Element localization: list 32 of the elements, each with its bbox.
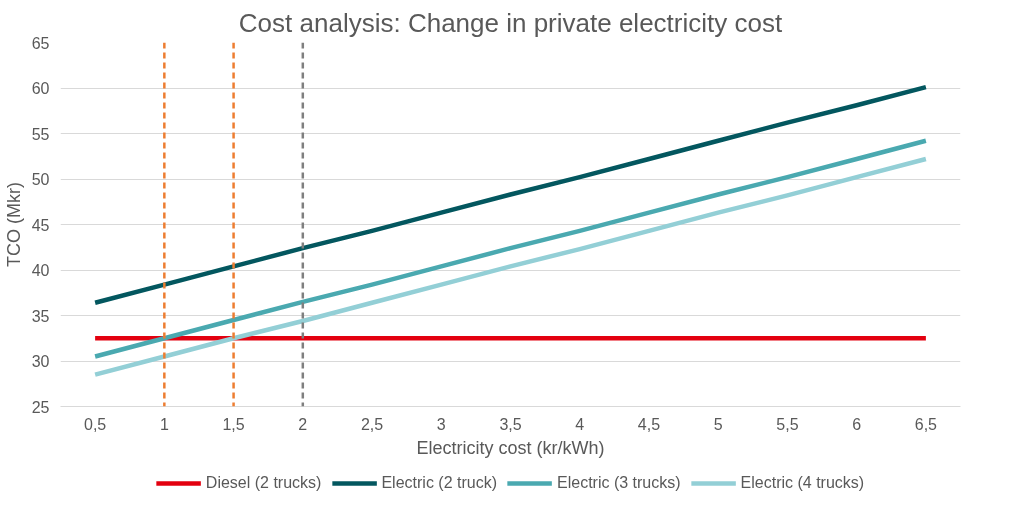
x-tick-label: 5 bbox=[713, 415, 723, 433]
x-tick-label: 1,5 bbox=[222, 415, 245, 433]
x-tick-label: 3,5 bbox=[499, 415, 522, 433]
y-tick-label: 55 bbox=[31, 125, 50, 143]
x-tick-label: 6 bbox=[852, 415, 862, 433]
x-tick-label: 1 bbox=[159, 415, 169, 433]
line-series bbox=[92, 138, 929, 359]
x-tick-label: 0,5 bbox=[83, 415, 107, 433]
y-tick-label: 45 bbox=[31, 216, 50, 234]
x-tick-label: 5,5 bbox=[776, 415, 799, 433]
x-tick-label: 2 bbox=[298, 415, 308, 433]
legend-label: Electric (2 truck) bbox=[381, 473, 497, 492]
x-tick-label: 2,5 bbox=[360, 415, 384, 433]
y-tick-label: 25 bbox=[31, 398, 50, 416]
legend-label: Diesel (2 trucks) bbox=[205, 473, 322, 492]
x-tick-label: 3 bbox=[436, 415, 446, 433]
line-series bbox=[92, 84, 929, 306]
x-tick-label: 4,5 bbox=[637, 415, 661, 433]
y-tick-label: 30 bbox=[31, 353, 50, 370]
x-tick-label: 4 bbox=[575, 415, 585, 433]
y-tick-label: 40 bbox=[31, 262, 50, 279]
y-axis-title: TCO (Mkr) bbox=[3, 182, 24, 267]
x-tick-label: 6,5 bbox=[914, 415, 938, 433]
y-tick-label: 65 bbox=[31, 34, 50, 52]
line-series bbox=[92, 156, 929, 377]
legend-label: Electric (4 trucks) bbox=[740, 473, 865, 492]
y-tick-label: 35 bbox=[31, 307, 50, 325]
y-tick-label: 60 bbox=[31, 80, 50, 97]
legend-label: Electric (3 trucks) bbox=[557, 473, 681, 492]
x-axis-title: Electricity cost (kr/kWh) bbox=[416, 437, 605, 458]
chart-title: Cost analysis: Change in private electricity cost bbox=[238, 7, 783, 38]
y-tick-label: 50 bbox=[31, 171, 50, 188]
